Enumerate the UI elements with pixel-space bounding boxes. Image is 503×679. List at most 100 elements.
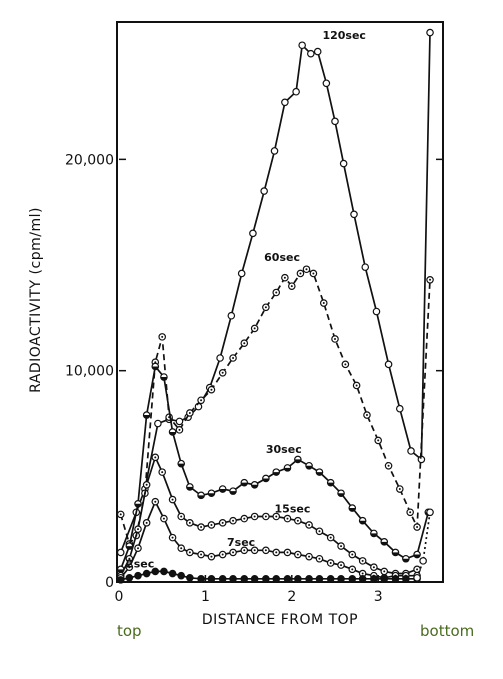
data-point [419,557,427,565]
data-point [262,575,270,583]
data-point-fill [208,493,215,497]
y-axis-label: RADIOACTIVITY (cpm/ml) [28,207,44,393]
data-point [372,307,381,316]
data-point-center [243,342,246,345]
data-point-center [137,547,140,550]
data-point [370,575,378,583]
data-point-fill [402,558,410,562]
y-tick-label: 20,000 [65,152,114,168]
data-point [218,575,227,583]
data-point-center [145,483,148,486]
data-point [426,508,434,517]
data-point-center [264,306,267,309]
data-point-center [178,428,181,431]
data-point-center [119,513,122,516]
data-point-center [361,559,364,562]
data-point-fill [160,377,168,381]
data-point-fill [381,541,388,546]
series-tail [413,508,434,582]
data-point-center [344,363,347,366]
data-point-center [365,414,368,417]
data-point [315,575,324,583]
data-point-center [296,519,299,522]
data-point-center [312,272,315,275]
data-point-center [275,291,278,294]
x-tick-label: 2 [287,589,296,605]
data-point-fill [305,465,313,469]
data-point [294,575,302,583]
data-point [281,98,289,107]
data-point [292,87,300,96]
data-point-center [264,515,267,518]
data-point [426,28,434,37]
data-point [298,41,306,50]
data-point-center [200,526,203,529]
series-label: 60sec [264,251,300,264]
data-point-fill [316,472,323,476]
data-point [305,575,313,583]
data-point-center [416,526,419,529]
data-point-center [329,536,332,539]
data-point [402,575,410,583]
data-point-center [264,549,267,552]
data-point-center [243,549,246,552]
data-point-center [128,557,131,560]
data-point-center [221,371,224,374]
data-point-center [200,399,203,402]
data-point [116,548,125,557]
data-point [175,417,184,426]
data-point [358,575,367,583]
x-axis-label: DISTANCE FROM TOP [202,612,358,628]
data-point-center [188,551,191,554]
data-point [348,575,357,583]
data-point [270,147,279,155]
data-point-center [398,488,401,491]
data-point-fill [241,482,248,486]
data-point [322,79,331,88]
data-point-center [210,523,213,526]
series-label: 2sec [126,557,154,570]
data-point [391,575,400,583]
data-point-center [305,268,308,271]
ticks: 0 1 2 3 0 10,000 20,000 [65,152,443,605]
data-point-fill [219,489,226,493]
data-point-center [128,566,131,569]
data-point [337,575,345,583]
data-point-fill [126,546,133,550]
data-point [229,575,237,583]
y-tick-label: 10,000 [65,364,114,380]
data-point [350,210,358,219]
data-point [339,159,348,168]
data-point-fill [186,486,194,491]
data-point-center [334,337,336,340]
data-point-fill [273,472,280,476]
series-label: 30sec [266,443,302,456]
data-point-center [372,566,375,569]
data-point-center [161,335,164,338]
data-point-center [232,551,235,554]
x-tick-label: 3 [374,589,383,605]
data-point-fill [178,463,185,467]
data-point-center [161,471,164,474]
data-point [407,447,415,455]
data-point-center [188,411,191,414]
data-point [283,575,292,583]
data-point-fill [327,482,334,486]
data-point [168,569,177,578]
data-point-center [221,553,224,556]
data-point [240,575,249,583]
data-point-fill [349,508,356,512]
y-tick-label: 0 [105,575,114,591]
data-point-fill [294,459,302,463]
series-labels: 120sec 60sec 30sec 15sec 7sec 2sec [126,29,366,570]
data-point-center [253,327,256,330]
data-point [125,573,134,582]
data-point [116,576,125,584]
data-point [361,263,370,271]
data-point-center [137,528,140,531]
data-point-fill [337,493,345,497]
data-point-fill [392,552,399,556]
data-point-center [329,561,332,564]
data-point-center [416,568,419,571]
